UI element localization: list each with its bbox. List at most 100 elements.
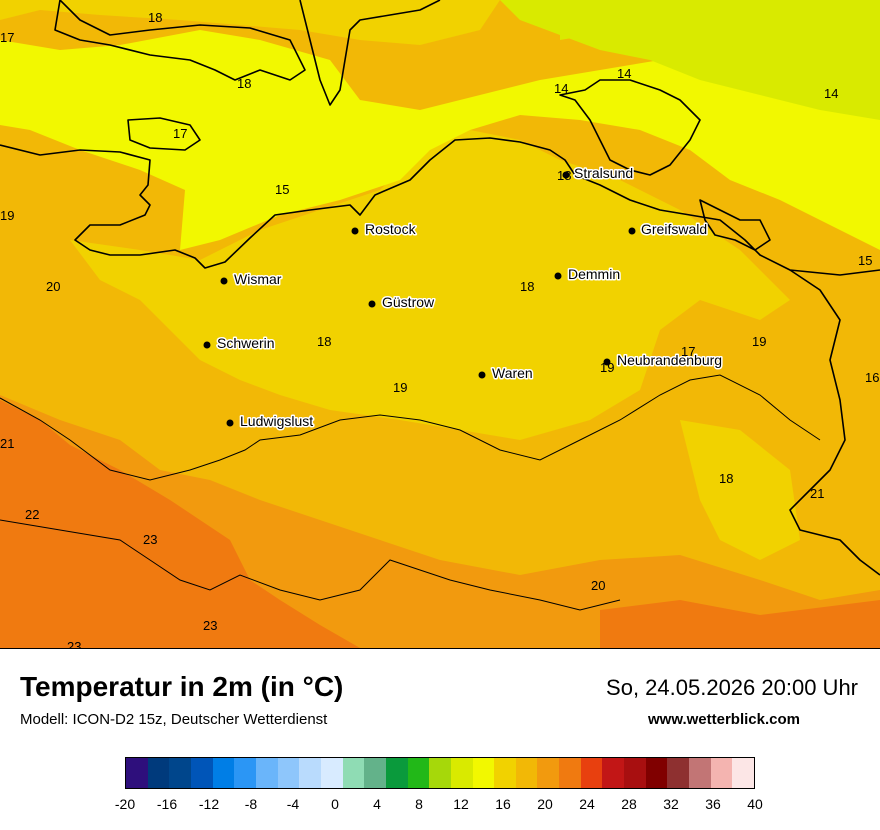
iso-label: 18 [317, 334, 331, 349]
colorbar-swatch [689, 758, 711, 788]
city-dot [220, 277, 228, 285]
temp-zone-18-se [680, 420, 800, 560]
iso-label: 16 [865, 370, 879, 385]
colorbar-swatch [234, 758, 256, 788]
colorbar-swatch [710, 758, 733, 788]
iso-label: 19 [600, 360, 614, 375]
colorbar-swatch [190, 758, 213, 788]
colorbar-swatch [126, 758, 148, 788]
iso-label: 18 [148, 10, 162, 25]
iso-label: 19 [0, 208, 14, 223]
city-label-wismar: Wismar [234, 271, 282, 287]
city-label-schwerin: Schwerin [217, 335, 275, 351]
iso-label: 20 [46, 279, 60, 294]
colorbar-swatch [277, 758, 300, 788]
map-title: Temperatur in 2m (in °C) [20, 671, 344, 702]
colorbar-swatch [255, 758, 278, 788]
colorbar-swatch [407, 758, 430, 788]
iso-label: 18 [719, 471, 733, 486]
colorbar-swatch [667, 758, 690, 788]
city-dot [351, 227, 359, 235]
colorbar-tick-label: 40 [747, 796, 763, 812]
colorbar-swatch [212, 758, 235, 788]
city-dot [562, 171, 570, 179]
colorbar-swatch [320, 758, 343, 788]
temp-zone-18-north [0, 0, 500, 45]
temp-zone-22-east [600, 600, 880, 648]
colorbar-tick-label: 36 [705, 796, 721, 812]
colorbar-tick-label: 16 [495, 796, 511, 812]
colorbar-tick-label: 12 [453, 796, 469, 812]
iso-label: 23 [143, 532, 157, 547]
colorbar-tick-label: -16 [156, 796, 178, 812]
temp-zone-14-b [560, 0, 880, 60]
city-dot [368, 300, 376, 308]
city-dot [554, 272, 562, 280]
city-dot [603, 358, 611, 366]
colorbar-tick-label: -12 [198, 796, 220, 812]
model-info: Modell: ICON-D2 15z, Deutscher Wetterdie… [20, 711, 328, 728]
source-url[interactable]: www.wetterblick.com [648, 711, 800, 728]
iso-label: 19 [393, 380, 407, 395]
colorbar-swatch [645, 758, 668, 788]
forecast-datetime: So, 24.05.2026 20:00 Uhr [606, 675, 858, 700]
iso-label: 14 [617, 66, 631, 81]
colorbar-tick-label: 24 [579, 796, 595, 812]
iso-label: 17 [0, 30, 14, 45]
iso-label: 20 [591, 578, 605, 593]
colorbar-swatch [169, 758, 191, 788]
colorbar-swatch [429, 758, 451, 788]
iso-label: 22 [25, 507, 39, 522]
city-dot [628, 227, 636, 235]
city-markers: Stralsund Rostock Greifswald Wismar Demm… [203, 164, 724, 431]
city-label-guestrow: Güstrow [382, 294, 435, 310]
colorbar-swatch [364, 758, 386, 788]
city-dot [203, 341, 211, 349]
colorbar-swatch [580, 758, 603, 788]
map-canvas: 18 17 18 17 14 14 14 15 19 20 18 18 18 1… [0, 0, 880, 648]
iso-label: 14 [824, 86, 838, 101]
temp-zone-16 [0, 30, 880, 250]
colorbar-swatch [299, 758, 321, 788]
colorbar-tick-label: 28 [621, 796, 637, 812]
iso-label: 21 [0, 436, 14, 451]
temperature-map: 18 17 18 17 14 14 14 15 19 20 18 18 18 1… [0, 0, 880, 649]
iso-label: 21 [810, 486, 824, 501]
city-label-demmin: Demmin [568, 266, 620, 282]
isotherm-labels: 18 17 18 17 14 14 14 15 19 20 18 18 18 1… [0, 10, 879, 648]
city-dot [226, 419, 234, 427]
colorbar-tick-label: 4 [373, 796, 381, 812]
iso-label: 23 [67, 639, 81, 648]
city-label-greifswald: Greifswald [641, 221, 707, 237]
colorbar-tick-label: -20 [114, 796, 136, 812]
coastline [0, 0, 880, 576]
iso-label: 19 [752, 334, 766, 349]
colorbar-swatch [472, 758, 495, 788]
iso-label: 18 [237, 76, 251, 91]
colorbar-tick-label: 32 [663, 796, 679, 812]
colorbar-tick-label: -8 [244, 796, 258, 812]
city-label-neubrandenburg: Neubrandenburg [617, 352, 722, 368]
city-label-rostock: Rostock [365, 221, 417, 237]
colorbar-ticks: -20 -16 -12 -8 -4 0 4 8 12 16 20 24 28 32 36 40 [115, 796, 763, 814]
iso-label: 15 [858, 253, 872, 268]
colorbar [125, 757, 755, 789]
colorbar-tick-label: 0 [331, 796, 339, 812]
colorbar-swatch [494, 758, 516, 788]
colorbar-swatch [450, 758, 473, 788]
colorbar-swatch [624, 758, 646, 788]
colorbar-swatch [732, 758, 755, 788]
colorbar-swatch [147, 758, 170, 788]
colorbar-tick-label: 8 [415, 796, 423, 812]
temp-zone-22 [0, 400, 360, 648]
iso-label: 17 [681, 344, 695, 359]
state-borders [0, 374, 821, 611]
iso-label: 23 [203, 618, 217, 633]
colorbar-swatch [602, 758, 625, 788]
colorbar-swatch [537, 758, 560, 788]
colorbar-swatch [515, 758, 538, 788]
colorbar-swatch [559, 758, 581, 788]
city-label-ludwigslust: Ludwigslust [240, 413, 313, 429]
colorbar-tick-label: -4 [286, 796, 300, 812]
city-label-waren: Waren [492, 365, 533, 381]
